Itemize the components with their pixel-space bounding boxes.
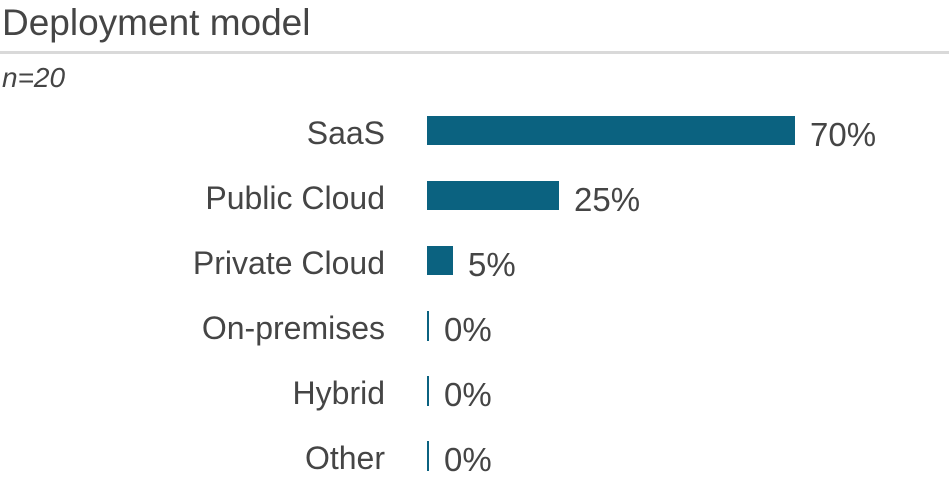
zero-value-tick [427,375,429,406]
bar-track: 0% [427,372,492,413]
chart-row: Private Cloud 5% [0,228,949,293]
deployment-model-bar-chart: SaaS 70% Public Cloud 25% Private Cloud 5% On-… [0,98,949,482]
value-label: 0% [444,375,492,413]
sample-size-note: n=20 [2,62,66,93]
zero-value-tick [427,310,429,341]
chart-row: Public Cloud 25% [0,163,949,228]
value-label: 0% [444,440,492,478]
chart-row: On-premises 0% [0,293,949,358]
chart-title: Deployment model [2,2,311,43]
zero-value-tick [427,440,429,471]
value-bar [427,181,559,210]
category-label: On-premises [201,310,385,346]
category-label: Hybrid [292,375,385,411]
category-label: Other [304,440,385,476]
value-label: 0% [444,310,492,348]
value-label: 5% [468,245,516,283]
chart-row: Other 0% [0,423,949,482]
value-bar [427,246,453,275]
chart-row: SaaS 70% [0,98,949,163]
category-label: Private Cloud [192,245,385,281]
bar-track: 70% [427,112,876,153]
bar-track: 25% [427,177,640,218]
category-label: Public Cloud [205,180,385,216]
bar-track: 0% [427,307,492,348]
category-label: SaaS [306,115,385,151]
bar-track: 5% [427,242,516,283]
value-label: 25% [574,180,641,218]
value-bar [427,116,795,145]
bar-track: 0% [427,437,492,478]
value-label: 70% [810,115,877,153]
title-divider [0,51,949,54]
chart-row: Hybrid 0% [0,358,949,423]
